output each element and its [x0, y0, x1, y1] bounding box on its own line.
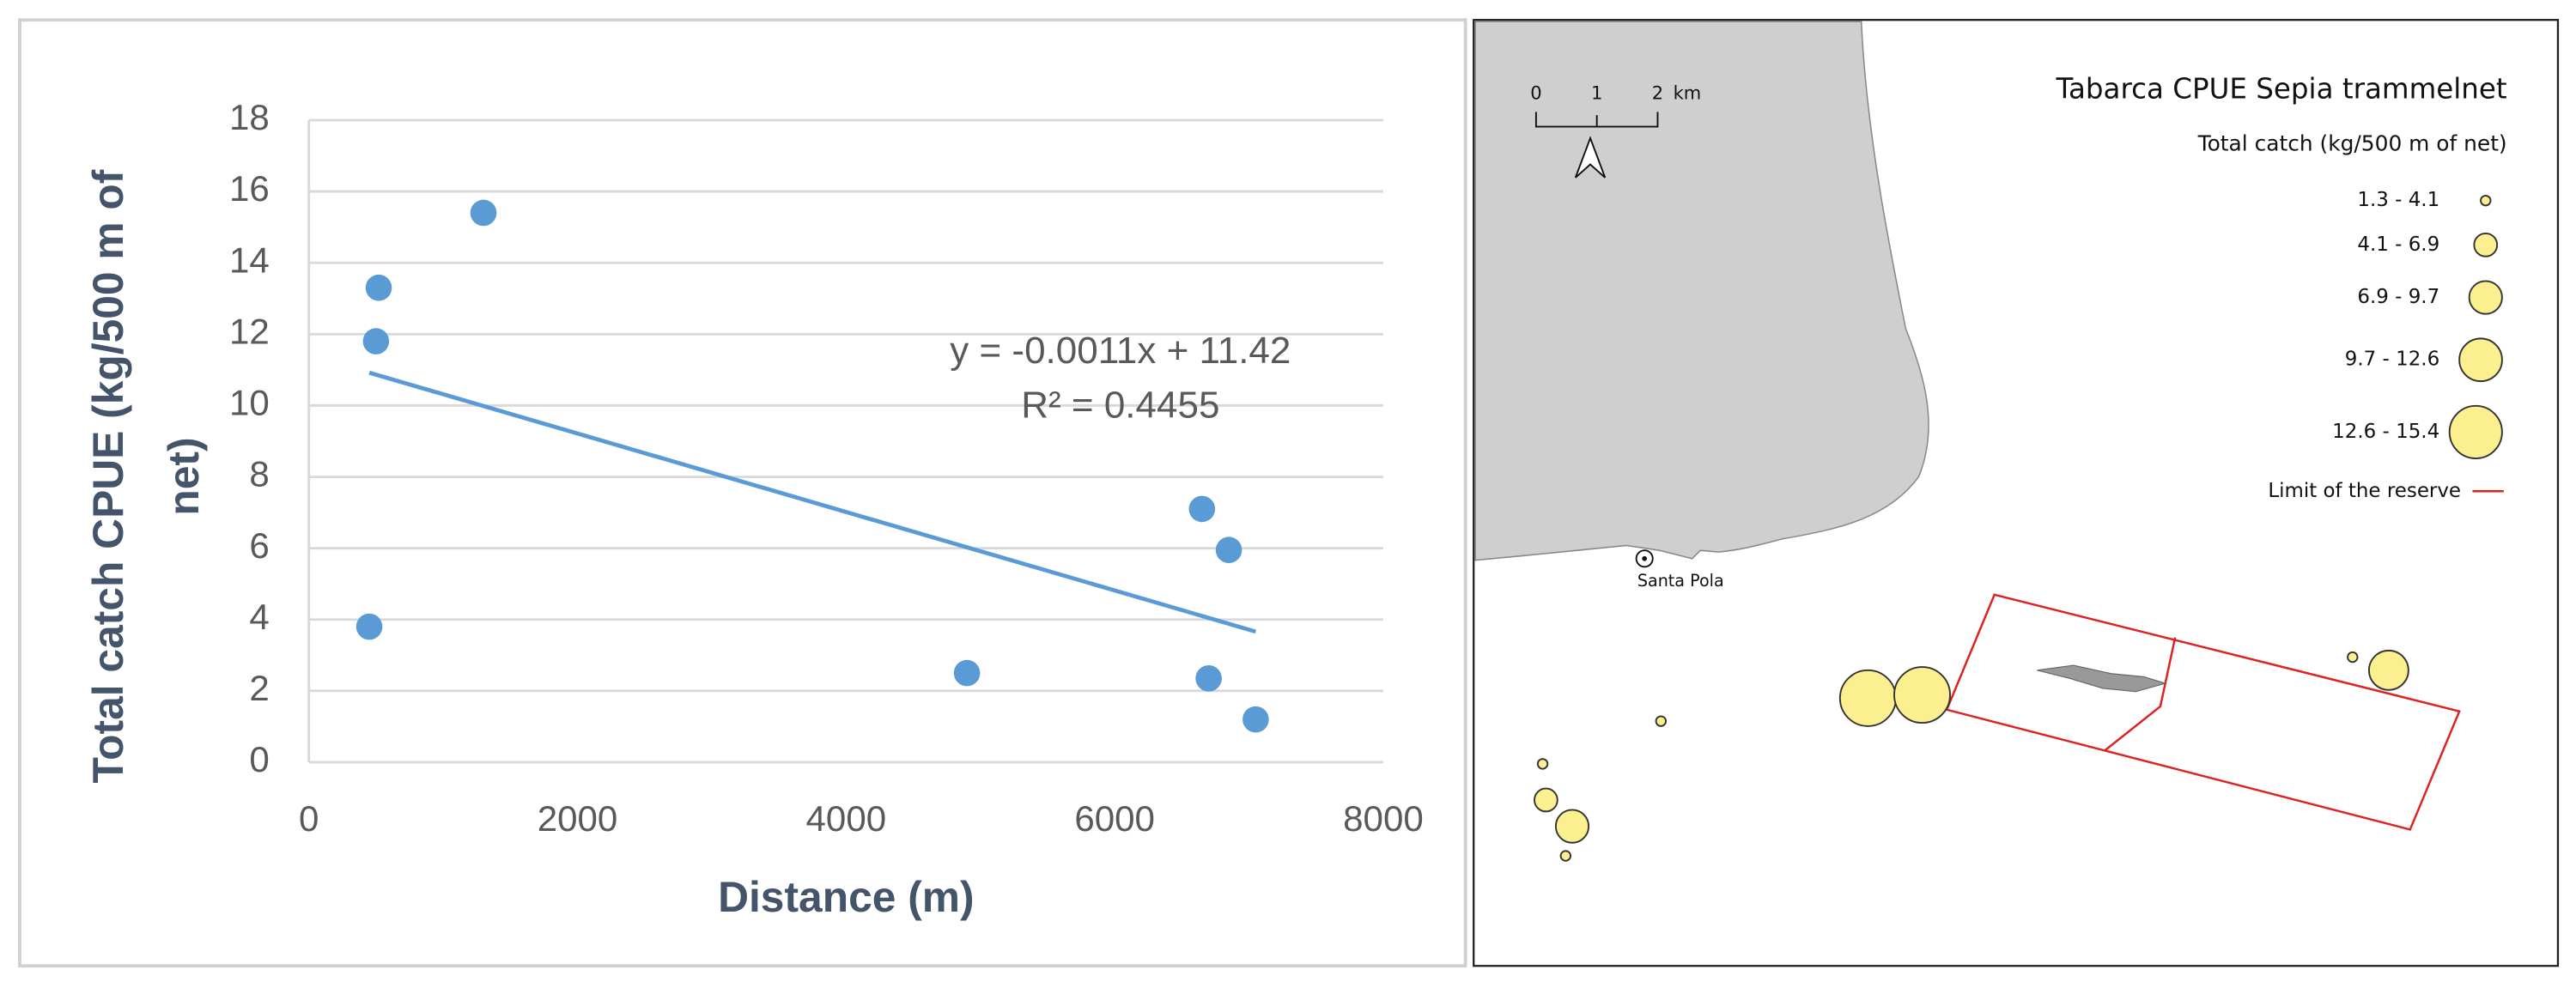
point: [1215, 536, 1242, 564]
x-tick-label: 4000: [806, 798, 887, 839]
reserve-limit: [1945, 593, 2461, 831]
legend-circle: [2468, 280, 2503, 315]
legend-title: Total catch (kg/500 m of net): [2197, 131, 2507, 156]
scale-bar: [1534, 112, 1659, 128]
north-arrow: [1574, 136, 1607, 179]
land: [1474, 21, 1929, 561]
y-tick-label: 8: [249, 454, 269, 494]
x-axis-label: Distance (m): [718, 873, 974, 921]
catch-circle: [1559, 850, 1572, 862]
annotation: R² = 0.4455: [1021, 384, 1219, 426]
y-tick-label: 4: [249, 597, 269, 637]
legend-circle: [2448, 404, 2503, 459]
y-tick-label: 0: [249, 739, 269, 779]
catch-circle: [1536, 758, 1549, 770]
island: [2037, 664, 2167, 693]
town-symbol-dot: [1642, 555, 1648, 561]
catch-circle: [1838, 669, 1897, 727]
catch-circle: [1554, 809, 1590, 844]
place-label: Santa Pola: [1637, 571, 1724, 591]
x-tick-label: 6000: [1074, 798, 1155, 839]
legend-label: 1.3 - 4.1: [2357, 189, 2439, 211]
legend-label: 9.7 - 12.6: [2345, 349, 2439, 371]
legend-circle: [2473, 232, 2499, 258]
trendline: [368, 370, 1257, 634]
y-tick-label: 12: [229, 311, 270, 351]
point: [1242, 706, 1269, 733]
scale-label: 0: [1530, 82, 1541, 103]
scale-label: 2: [1652, 82, 1663, 103]
legend-label: 4.1 - 6.9: [2357, 233, 2439, 256]
chart: 0 2 4 6 8 10 12 14 16 18 0 2000 4000 6000 8000 Distance…: [84, 97, 1424, 921]
y-tick-label: 2: [249, 668, 269, 708]
y-tick-label: 6: [249, 525, 269, 566]
point: [355, 613, 383, 640]
legend-circle: [2458, 337, 2503, 383]
legend-circle: [2480, 194, 2492, 207]
x-tick-label: 8000: [1343, 798, 1424, 839]
point: [365, 274, 392, 301]
chart-frame: [18, 18, 1467, 968]
catch-circle: [1893, 666, 1952, 724]
scale-label: 1: [1591, 82, 1602, 103]
y-tick-label: 14: [229, 239, 270, 280]
catch-circle: [2367, 649, 2409, 691]
catch-circle: [2347, 651, 2359, 664]
y-tick-label: 16: [229, 168, 270, 209]
x-tick-label: 0: [299, 798, 319, 839]
point: [470, 199, 497, 227]
y-tick-label: 18: [229, 97, 270, 137]
x-tick-label: 2000: [538, 798, 618, 839]
y-axis-label: Total catch CPUE (kg/500 m of net): [84, 169, 208, 783]
annotation: y = -0.0011x + 11.42: [950, 330, 1291, 372]
reserve-inner-limit: [2104, 637, 2177, 752]
map-title: Tabarca CPUE Sepia trammelnet: [2056, 72, 2507, 105]
catch-circle: [1534, 787, 1558, 813]
legend-label: 12.6 - 15.4: [2332, 421, 2439, 443]
point: [953, 659, 981, 687]
map: Santa Pola Tabarca CPUE Sepia trammelnet…: [1473, 19, 2560, 967]
legend-label: Limit of the reserve: [2268, 480, 2461, 502]
scale-unit: km: [1674, 82, 1702, 103]
point: [1195, 665, 1222, 692]
catch-circle: [1655, 715, 1668, 727]
point: [362, 328, 390, 355]
y-tick-label: 10: [229, 383, 270, 423]
legend-label: 6.9 - 9.7: [2357, 286, 2439, 308]
point: [1188, 495, 1216, 523]
